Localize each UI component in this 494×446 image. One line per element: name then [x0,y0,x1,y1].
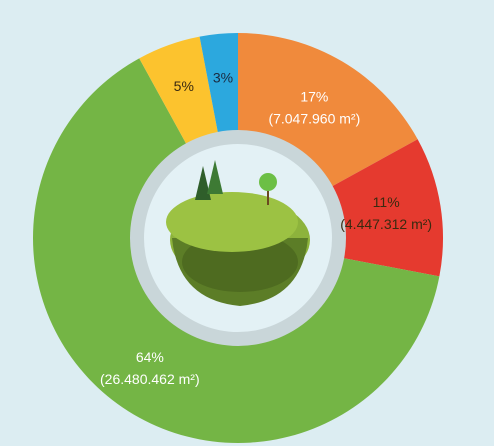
area-label: (7.047.960 m²) [268,111,360,127]
percent-label: 3% [213,69,233,85]
percent-label: 64% [136,349,164,365]
donut-slice [238,33,418,190]
donut-slice [32,58,440,444]
island-illustration [166,160,310,306]
percent-label: 11% [373,194,400,210]
percent-label: 17% [300,89,328,105]
donut-slice [139,36,220,151]
donut-slice [199,33,238,140]
percent-label: 5% [174,78,194,94]
area-label: (26.480.462 m²) [100,371,200,387]
donut-slice [325,139,443,277]
area-label: (4.447.312 m²) [340,216,432,232]
